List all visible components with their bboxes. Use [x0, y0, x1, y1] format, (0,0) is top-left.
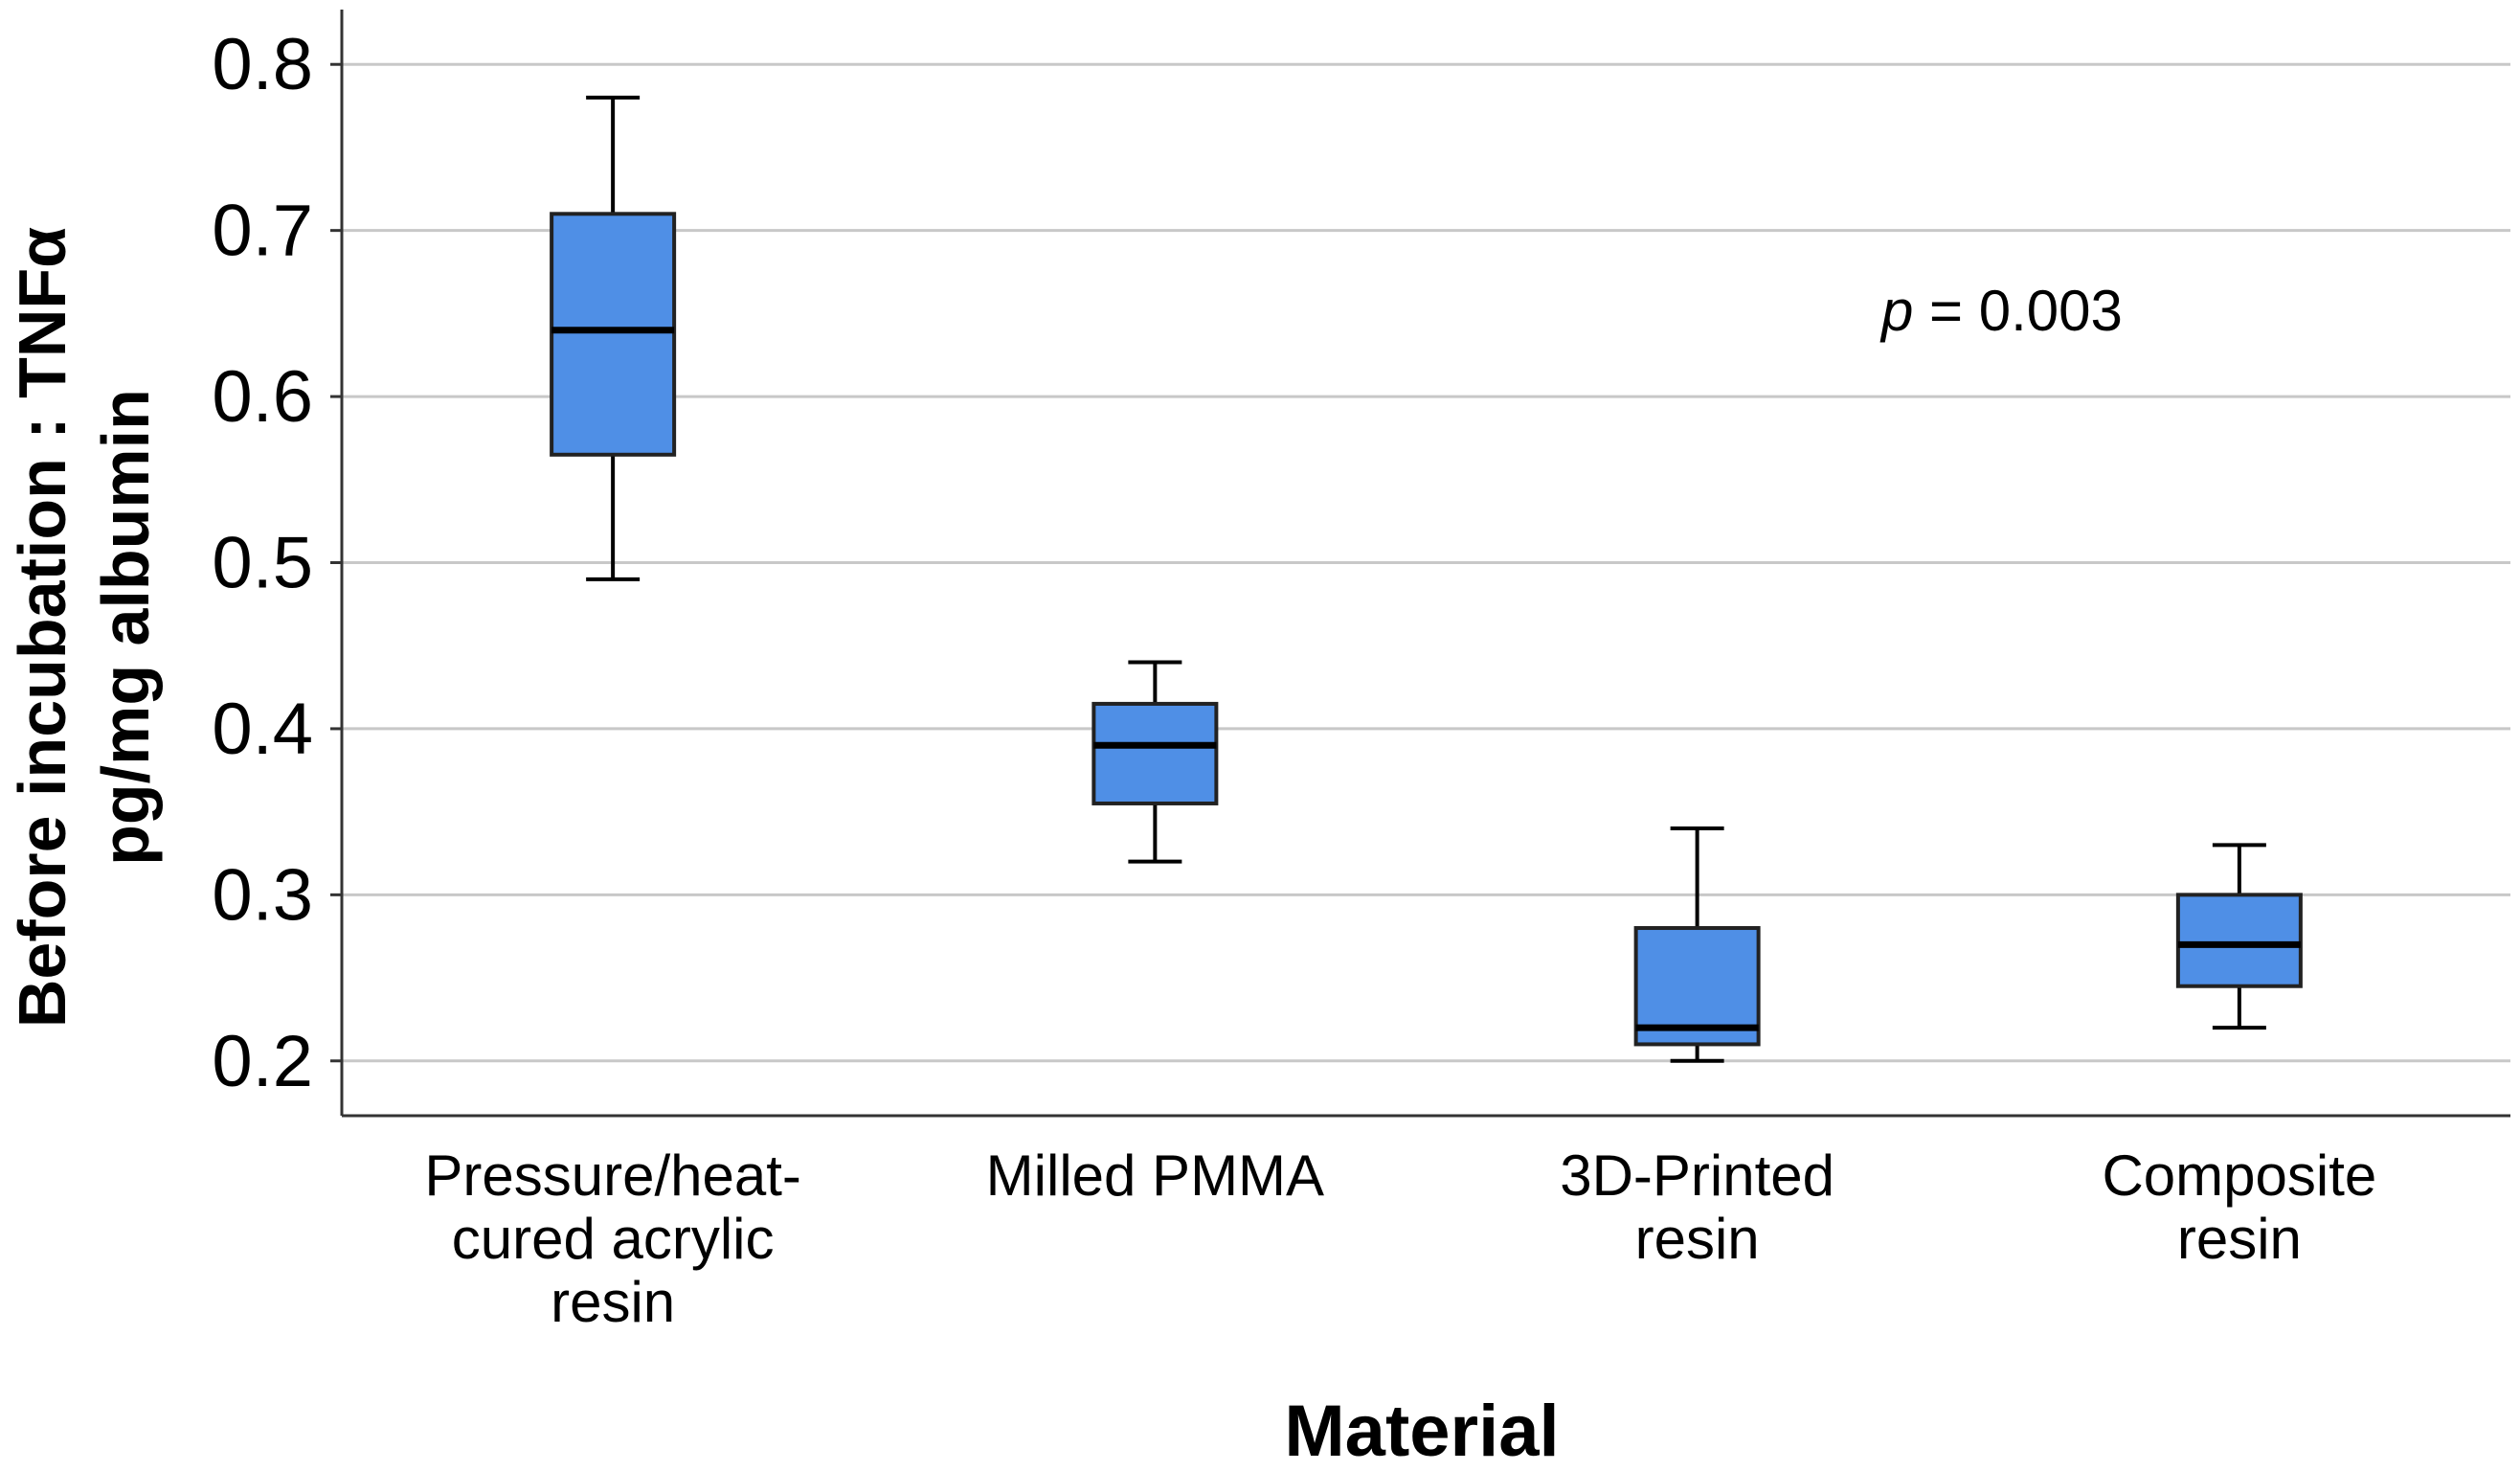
p-value-number: = 0.003	[1913, 279, 2123, 343]
x-tick-label: Pressure/heat-cured acrylic resin	[424, 1143, 801, 1334]
box-group	[1633, 826, 1761, 1063]
p-value-symbol: p	[1879, 279, 1913, 343]
x-axis-title: Material	[1284, 1391, 1559, 1471]
y-tick-label: 0.2	[212, 1021, 313, 1102]
y-axis-title-line-1: Before incubation : TNFα	[5, 227, 79, 1028]
x-tick-label-line: 3D-Printed	[1560, 1143, 1834, 1208]
x-tick-label: Milled PMMA	[986, 1143, 1324, 1208]
y-tick-label: 0.6	[212, 356, 313, 438]
y-tick-label: 0.8	[212, 24, 313, 105]
x-tick-label-line: resin	[551, 1270, 675, 1334]
boxes	[550, 95, 2303, 1063]
x-tick-label-line: resin	[2177, 1207, 2302, 1271]
x-tick-label-line: Milled PMMA	[986, 1143, 1324, 1208]
y-tick-label: 0.5	[212, 523, 313, 604]
iqr-box	[550, 212, 677, 457]
y-tick-label: 0.4	[212, 689, 313, 770]
y-tick-label: 0.3	[212, 854, 313, 936]
x-tick-label-line: cured acrylic	[452, 1207, 775, 1271]
x-tick-label-line: Pressure/heat-	[424, 1143, 801, 1208]
box-group	[1091, 660, 1219, 864]
x-tick-label-line: resin	[1635, 1207, 1760, 1271]
iqr-box	[1091, 701, 1219, 805]
axes	[330, 10, 2510, 1118]
y-tick-label: 0.7	[212, 191, 313, 272]
gridlines	[342, 62, 2510, 1063]
iqr-box	[2175, 893, 2303, 988]
y-axis-title-line-2: pg/mg albumin	[88, 389, 163, 866]
p-value-annotation: p = 0.003	[1879, 279, 2123, 343]
x-tick-label-line: Composite	[2102, 1143, 2376, 1208]
x-tick-label: Composite resin	[2102, 1143, 2376, 1271]
y-tick-labels: 0.2 0.3 0.4 0.5 0.6 0.7 0.8	[212, 24, 313, 1102]
x-tick-label: 3D-Printed resin	[1560, 1143, 1834, 1271]
box-group	[550, 95, 677, 581]
box-group	[2175, 843, 2303, 1030]
